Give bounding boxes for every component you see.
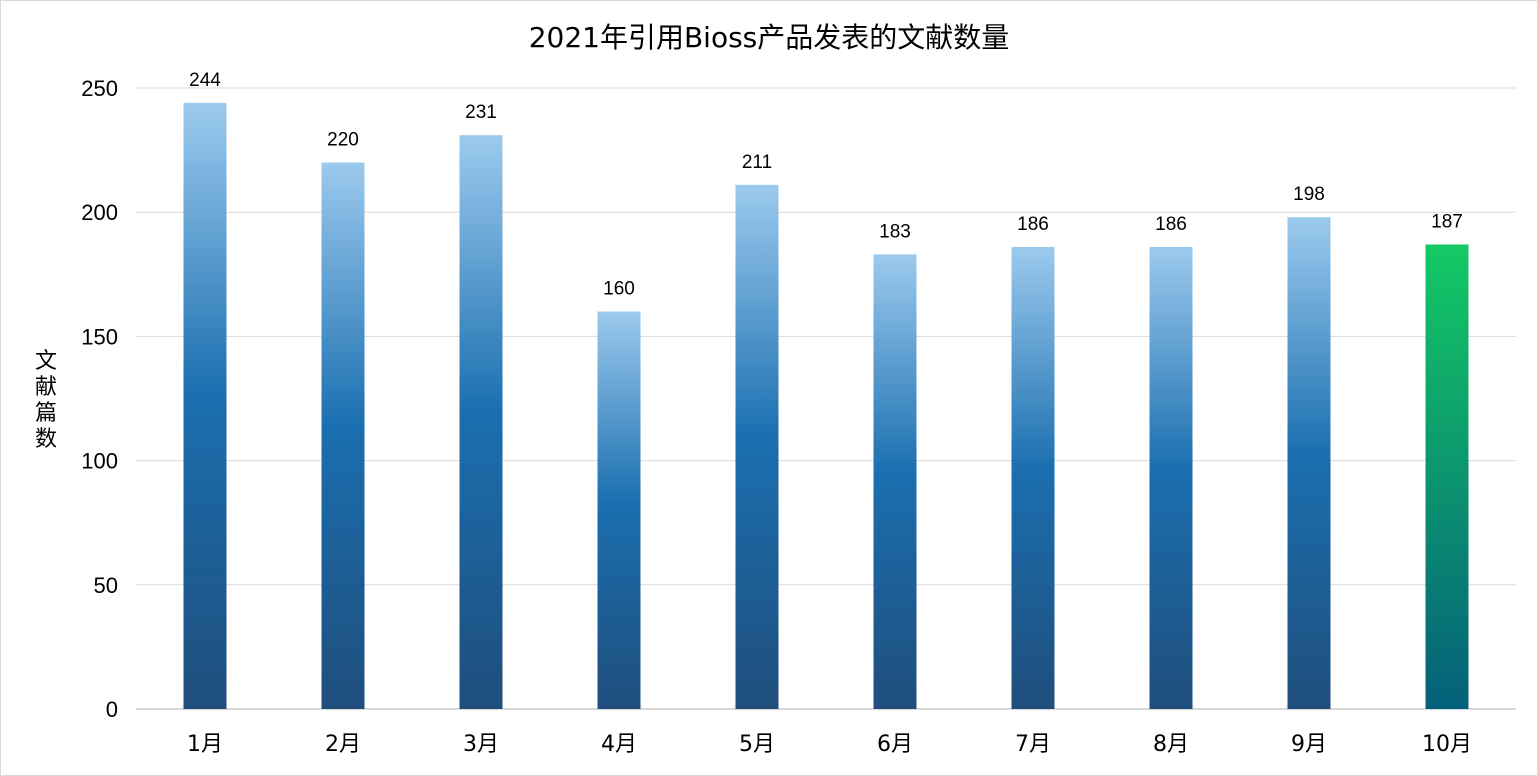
bar-1 [183, 102, 227, 710]
bar-3 [459, 135, 503, 710]
labels: 0 50 100 150 200 250 244 1月 220 2月 231 3月 160 4月 211 5月… [81, 70, 1472, 757]
gridlines [136, 87, 1516, 710]
data-label: 187 [1431, 211, 1463, 232]
chart-title: 2021年引用Bioss产品发表的文献数量 [529, 21, 1010, 54]
y-tick-label: 200 [81, 200, 118, 225]
x-tick-label: 8月 [1153, 732, 1189, 757]
data-label: 160 [603, 279, 635, 300]
bar-8 [1149, 246, 1193, 709]
x-tick-label: 5月 [739, 732, 775, 757]
y-tick-label: 100 [81, 449, 118, 474]
bar-7 [1011, 246, 1055, 709]
x-tick-label: 4月 [601, 732, 637, 757]
data-label: 211 [742, 152, 772, 173]
x-tick-label: 3月 [463, 732, 499, 757]
data-label: 231 [465, 102, 497, 123]
data-label: 244 [189, 70, 221, 91]
x-tick-label: 6月 [877, 732, 913, 757]
y-tick-label: 250 [81, 76, 118, 101]
x-tick-label: 1月 [187, 732, 223, 757]
data-label: 186 [1155, 214, 1187, 235]
y-tick-label: 50 [94, 573, 118, 598]
x-tick-label: 9月 [1291, 732, 1327, 757]
y-axis-label: 文献篇数 [35, 349, 57, 452]
data-label: 186 [1017, 214, 1049, 235]
bar-5 [735, 184, 779, 710]
bar-4 [597, 311, 641, 709]
bar-10 [1425, 244, 1469, 709]
bar-6 [873, 254, 917, 710]
bars [183, 102, 1469, 710]
x-tick-label: 7月 [1015, 732, 1051, 757]
x-tick-label: 2月 [325, 732, 361, 757]
data-label: 183 [879, 221, 911, 242]
y-tick-label: 150 [81, 324, 118, 349]
bar-9 [1287, 217, 1331, 709]
data-label: 220 [327, 130, 359, 151]
bar-2 [321, 162, 365, 709]
x-tick-label: 10月 [1422, 732, 1472, 757]
y-tick-label: 0 [106, 697, 118, 722]
data-label: 198 [1293, 184, 1325, 205]
